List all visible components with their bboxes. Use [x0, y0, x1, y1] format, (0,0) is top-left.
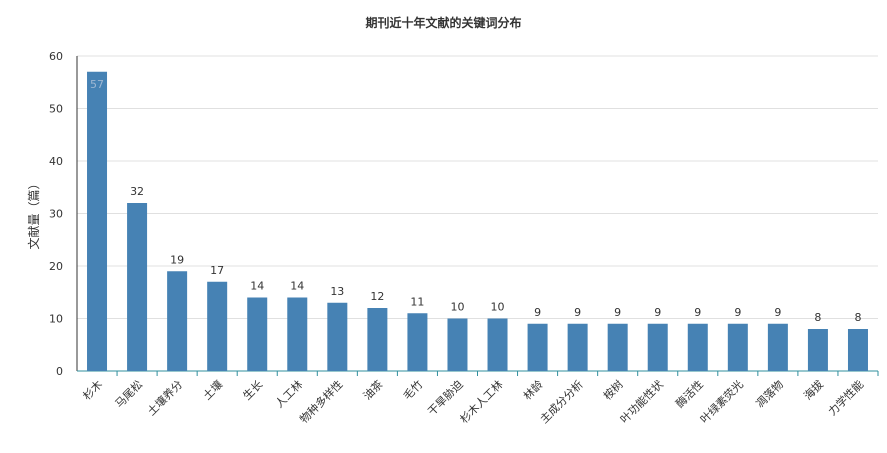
category-label: 土壤养分 [144, 377, 185, 418]
data-label: 9 [694, 306, 701, 319]
bar[interactable] [87, 71, 108, 371]
y-tick-label: 40 [49, 155, 63, 168]
data-label: 8 [854, 311, 861, 324]
category-label: 林龄 [520, 377, 545, 402]
bar[interactable] [367, 308, 388, 371]
bar[interactable] [247, 297, 268, 372]
data-label: 10 [450, 301, 464, 314]
data-label: 9 [574, 306, 581, 319]
axes [76, 56, 879, 376]
category-label: 马尾松 [112, 377, 145, 410]
data-label: 9 [614, 306, 621, 319]
bar[interactable] [767, 323, 788, 371]
bar[interactable] [407, 313, 428, 371]
category-label: 海拔 [801, 377, 826, 402]
bar[interactable] [647, 323, 668, 371]
category-label: 干旱胁迫 [425, 377, 466, 418]
category-label: 生长 [240, 377, 265, 402]
y-tick-label: 10 [49, 313, 63, 326]
chart-title: 期刊近十年文献的关键词分布 [365, 16, 522, 30]
data-label: 8 [814, 311, 821, 324]
data-label: 9 [654, 306, 661, 319]
category-label: 人工林 [272, 377, 305, 410]
category-label: 杉木 [80, 377, 105, 402]
bar[interactable] [527, 323, 548, 371]
y-tick-label: 0 [56, 365, 63, 378]
bar[interactable] [327, 302, 348, 371]
bar[interactable] [687, 323, 708, 371]
data-label: 32 [130, 185, 144, 198]
category-label: 叶绿素荧光 [697, 377, 746, 426]
data-label: 14 [290, 280, 304, 293]
data-label: 17 [210, 264, 224, 277]
y-axis-label: 文献量（篇） [26, 177, 41, 249]
bar[interactable] [807, 329, 828, 371]
data-label: 9 [734, 306, 741, 319]
data-label: 9 [774, 306, 781, 319]
bar[interactable] [287, 297, 308, 372]
bar[interactable] [207, 281, 228, 371]
category-label: 酶活性 [673, 377, 706, 410]
category-label: 土壤 [200, 377, 225, 402]
category-label: 杉木人工林 [457, 377, 506, 426]
data-label: 57 [90, 78, 104, 91]
data-label: 14 [250, 280, 264, 293]
bar[interactable] [167, 271, 188, 371]
bar[interactable] [607, 323, 628, 371]
category-label: 力学性能 [825, 377, 866, 418]
data-label: 11 [410, 295, 424, 308]
data-label: 12 [370, 290, 384, 303]
data-label: 9 [534, 306, 541, 319]
category-label: 凋落物 [753, 377, 786, 410]
bar[interactable] [127, 203, 148, 371]
bar[interactable] [727, 323, 748, 371]
category-label: 毛竹 [400, 377, 425, 402]
y-tick-label: 20 [49, 260, 63, 273]
category-label: 桉树 [600, 377, 625, 402]
bar[interactable] [567, 323, 588, 371]
data-label: 19 [170, 253, 184, 266]
bar[interactable] [447, 318, 468, 372]
bar[interactable] [487, 318, 508, 372]
category-label: 油茶 [360, 377, 385, 402]
data-label: 13 [330, 285, 344, 298]
y-tick-label: 30 [49, 208, 63, 221]
grid-lines [77, 55, 878, 319]
category-label: 叶功能性状 [617, 377, 666, 426]
y-tick-label: 50 [49, 103, 63, 116]
category-label: 物种多样性 [297, 377, 346, 426]
bars [87, 71, 868, 372]
category-label: 主成分分析 [537, 377, 586, 426]
y-tick-label: 60 [49, 50, 63, 63]
bar[interactable] [847, 329, 868, 371]
data-label: 10 [491, 301, 505, 314]
